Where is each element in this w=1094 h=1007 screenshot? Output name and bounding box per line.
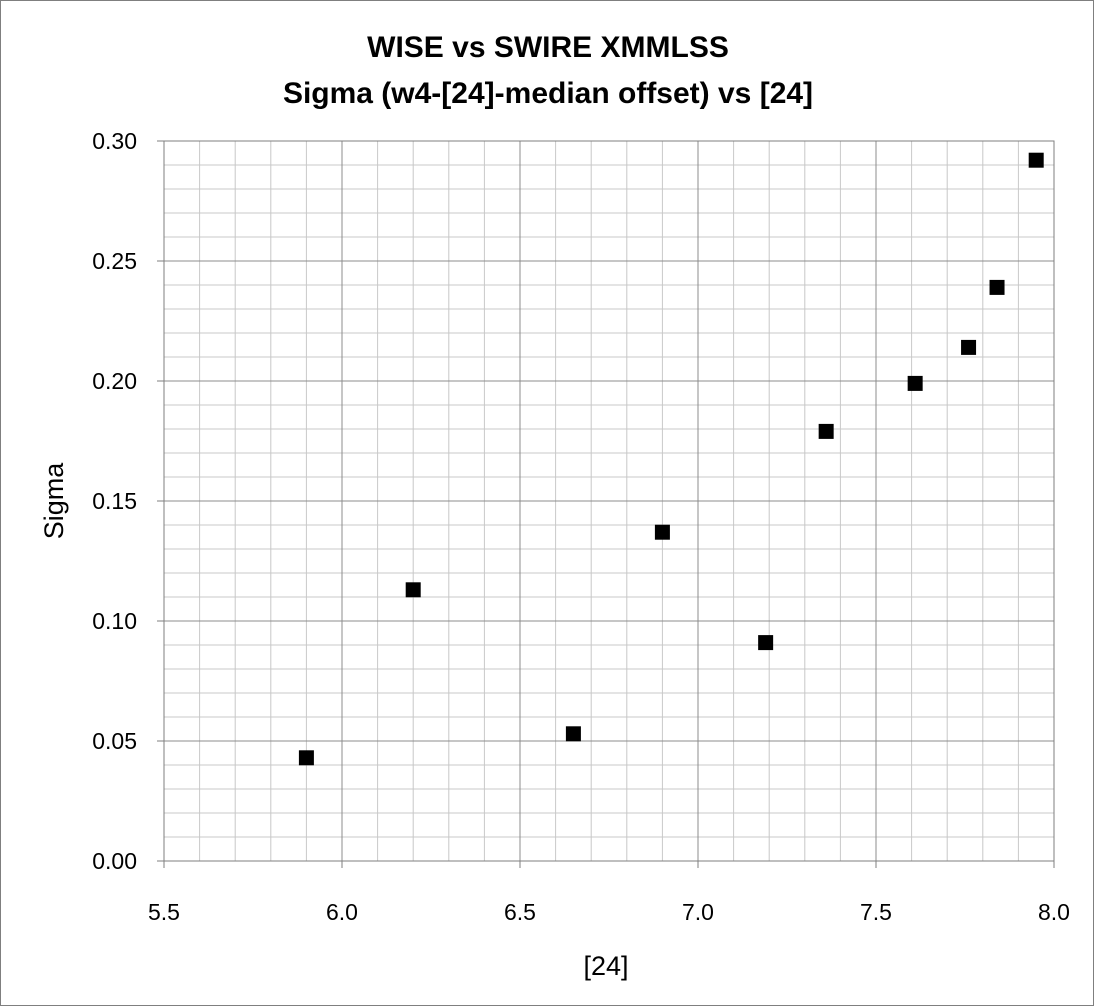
x-tick-label: 7.5: [860, 899, 892, 925]
x-axis-label: [24]: [583, 951, 628, 981]
major-gridlines: [163, 140, 1055, 862]
x-tick-label: 6.0: [326, 899, 358, 925]
x-tick-label: 7.0: [682, 899, 714, 925]
y-tick-label: 0.10: [92, 608, 137, 634]
x-tick-label: 5.5: [148, 899, 180, 925]
chart-title: WISE vs SWIRE XMMLSS: [367, 31, 729, 64]
data-point: [1028, 152, 1044, 168]
x-axis-ticks: 5.5 6.0 6.5 7.0 7.5 8.0: [148, 861, 1070, 925]
data-point: [654, 524, 670, 540]
data-point: [818, 423, 834, 439]
y-axis-label: Sigma: [39, 462, 69, 540]
x-tick-label: 6.5: [504, 899, 536, 925]
data-point: [907, 375, 923, 391]
data-point: [405, 582, 421, 598]
y-tick-label: 0.00: [92, 848, 137, 874]
chart-subtitle: Sigma (w4-[24]-median offset) vs [24]: [283, 77, 813, 110]
y-tick-label: 0.15: [92, 488, 137, 514]
y-tick-label: 0.25: [92, 248, 137, 274]
y-axis-ticks: 0.00 0.05 0.10 0.15 0.20 0.25 0.30: [92, 128, 164, 874]
data-point: [961, 339, 977, 355]
data-points: [298, 152, 1044, 766]
x-tick-label: 8.0: [1038, 899, 1070, 925]
y-tick-label: 0.20: [92, 368, 137, 394]
data-point: [989, 279, 1005, 295]
y-tick-label: 0.30: [92, 128, 137, 154]
data-point: [298, 750, 314, 766]
y-tick-label: 0.05: [92, 728, 137, 754]
data-point: [565, 726, 581, 742]
data-point: [758, 635, 774, 651]
